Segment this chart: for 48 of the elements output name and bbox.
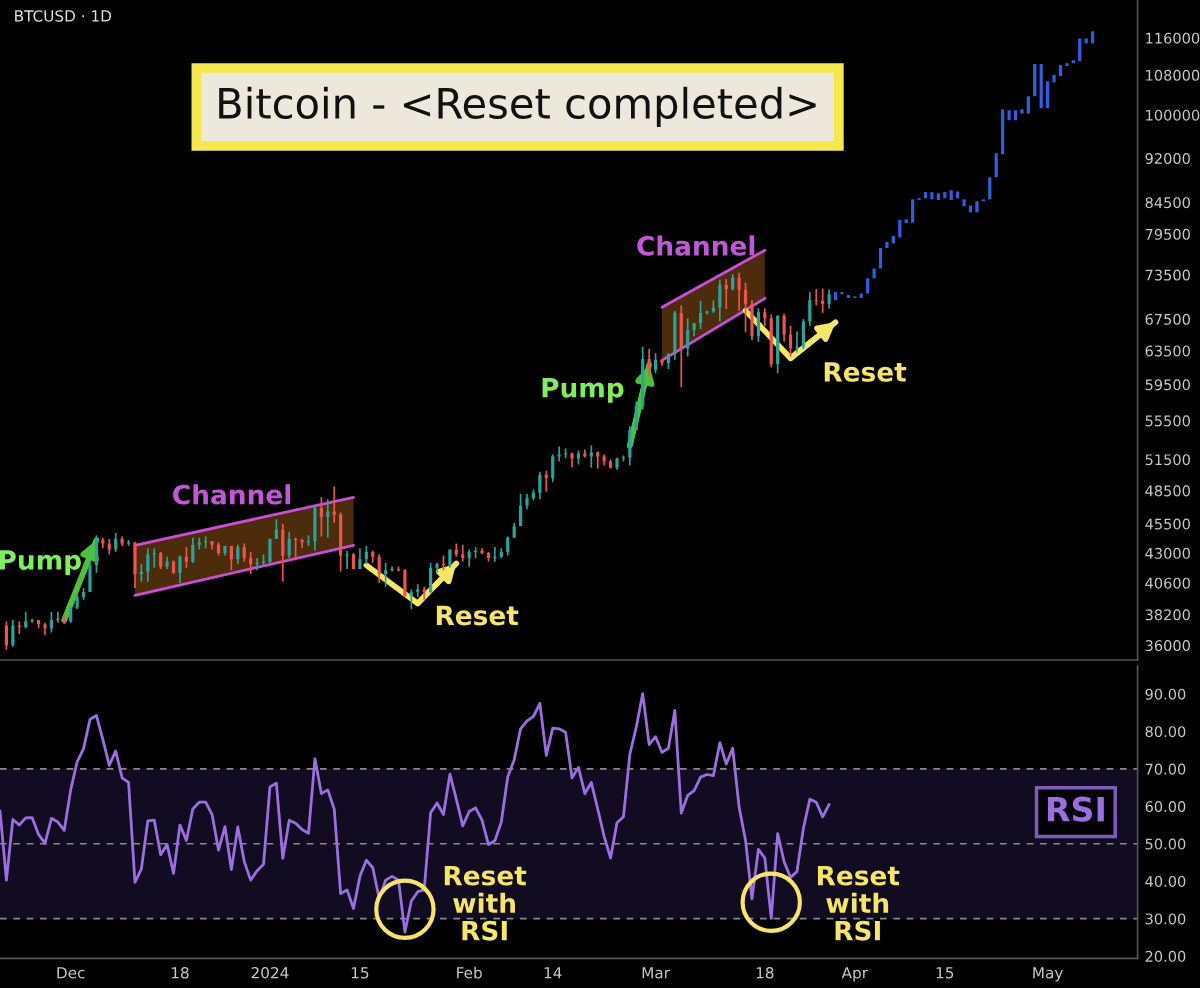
y-tick-label: 116000 [1146, 32, 1200, 44]
y-tick-label: 92000 [1145, 153, 1190, 165]
y-tick-label: 90.00 [1145, 688, 1186, 700]
y-tick-label: 60.00 [1145, 801, 1186, 813]
y-tick-label: 67500 [1145, 313, 1190, 325]
y-tick-label: 80.00 [1145, 726, 1186, 738]
x-tick-label: 15 [351, 967, 369, 979]
y-tick-label: 51500 [1145, 454, 1190, 466]
x-tick-label: 14 [544, 967, 562, 979]
x-tick-label: Dec [57, 967, 85, 979]
y-tick-label: 38200 [1145, 609, 1190, 621]
x-tick-label: Feb [457, 966, 482, 979]
y-tick-label: 40600 [1145, 577, 1190, 589]
y-tick-label: 55500 [1145, 415, 1190, 427]
y-tick-label: 50.00 [1145, 838, 1186, 850]
y-tick-label: 30.00 [1145, 913, 1186, 925]
y-tick-label: 63500 [1145, 345, 1190, 357]
x-tick-label: Apr [841, 967, 869, 982]
annotation: Channel [637, 235, 755, 256]
x-tick-label: Mar [642, 967, 670, 979]
y-tick-label: 43000 [1145, 547, 1190, 559]
x-tick-label: 18 [756, 966, 774, 979]
y-tick-label: 48500 [1145, 485, 1190, 497]
y-tick-label: 108000 [1146, 69, 1200, 81]
text: BTCUSD · 1D [15, 10, 112, 22]
text: Bitcoin - <Reset completed> [219, 86, 816, 128]
y-tick-label: 100000 [1146, 109, 1200, 121]
y-tick-label: 59500 [1145, 379, 1190, 391]
x-tick-label: 18 [171, 966, 189, 979]
annotation: Channel [173, 484, 291, 505]
y-tick-label: 45500 [1145, 518, 1190, 530]
text: RSI [1047, 796, 1104, 822]
y-tick-label: 20.00 [1145, 950, 1186, 962]
annotation: Reset with RSI [817, 865, 900, 941]
y-tick-label: 73500 [1145, 269, 1190, 281]
x-tick-label: May [1033, 967, 1063, 982]
x-tick-label: 15 [936, 967, 954, 979]
annotation: Reset [436, 605, 519, 626]
annotation: Pump [542, 378, 624, 403]
x-tick-label: 2024 [251, 966, 289, 979]
annotation: Pump [0, 550, 81, 576]
y-tick-label: 70.00 [1145, 763, 1186, 775]
y-tick-label: 79500 [1145, 228, 1190, 240]
y-tick-label: 84500 [1145, 197, 1190, 209]
annotation: Reset with RSI [444, 865, 527, 941]
annotation: Reset [824, 362, 907, 382]
y-tick-label: 40.00 [1145, 875, 1186, 887]
y-tick-label: 36000 [1145, 640, 1190, 652]
